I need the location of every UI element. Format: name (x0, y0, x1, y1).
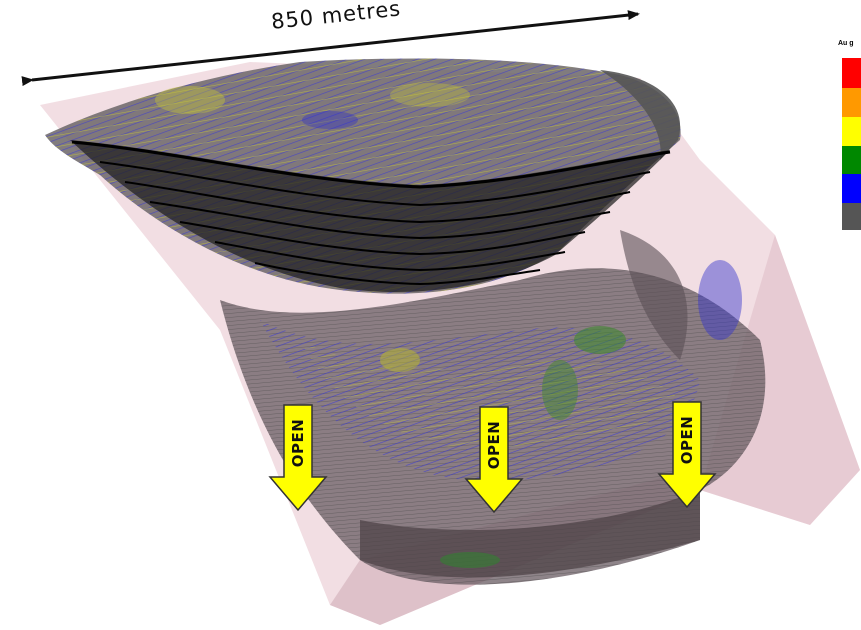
open-arrow-left: OPEN (268, 404, 328, 512)
legend-swatch-blue (842, 174, 861, 203)
legend-swatch-red (842, 58, 861, 88)
open-arrow-shape (464, 406, 524, 514)
open-arrow-label: OPEN (678, 416, 696, 465)
open-arrow-label: OPEN (289, 419, 307, 468)
legend-swatch-grey (842, 203, 861, 230)
grade-legend: Au g (838, 40, 861, 240)
legend-swatch-orange (842, 88, 861, 117)
open-arrow-shape (268, 404, 328, 512)
open-arrow-right: OPEN (657, 401, 717, 509)
open-arrow-shape (657, 401, 717, 509)
scale-bar-arrow (21, 10, 640, 87)
legend-swatch-yellow (842, 117, 861, 146)
legend-swatch-green (842, 146, 861, 174)
legend-title: Au g (838, 40, 854, 47)
open-pit-shell (45, 58, 681, 294)
open-arrow-label: OPEN (485, 421, 503, 470)
open-arrow-middle: OPEN (464, 406, 524, 514)
